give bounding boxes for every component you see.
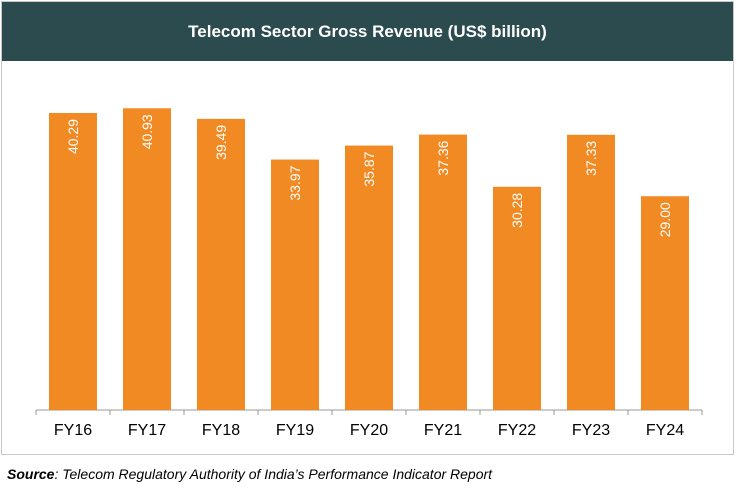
x-tick-label-fy24: FY24 (646, 422, 684, 439)
bar-fy19 (271, 159, 319, 410)
x-tick-label-fy19: FY19 (276, 422, 314, 439)
chart-title: Telecom Sector Gross Revenue (US$ billio… (2, 2, 733, 61)
bar-fy22 (493, 186, 541, 410)
data-label-fy17: 40.93 (139, 114, 155, 149)
x-tick-label-fy22: FY22 (498, 422, 536, 439)
x-tick-label-fy17: FY17 (128, 422, 166, 439)
x-tick-label-fy16: FY16 (54, 422, 92, 439)
data-label-fy16: 40.29 (65, 119, 81, 154)
chart-frame: Telecom Sector Gross Revenue (US$ billio… (1, 1, 734, 455)
x-tick-label-fy21: FY21 (424, 422, 462, 439)
bar-fy23 (567, 134, 615, 411)
source-label: Source (7, 466, 55, 482)
bar-fy17 (123, 108, 171, 410)
data-label-fy20: 35.87 (361, 151, 377, 186)
x-tick-label-fy18: FY18 (202, 422, 240, 439)
bar-fy16 (49, 112, 97, 410)
bar-fy24 (641, 196, 689, 410)
data-label-fy19: 33.97 (287, 165, 303, 200)
bar-chart: 40.29 FY16 40.93 FY17 39.49 FY18 33.97 FY19 35.8… (35, 108, 703, 439)
data-label-fy18: 39.49 (213, 125, 229, 160)
bar-fy18 (197, 118, 245, 411)
source-text: : Telecom Regulatory Authority of India’… (54, 466, 493, 482)
source-note: Source: Telecom Regulatory Authority of … (7, 466, 492, 482)
data-label-fy21: 37.36 (435, 140, 451, 175)
x-tick-label-fy23: FY23 (572, 422, 610, 439)
x-tick-label-fy20: FY20 (350, 422, 388, 439)
bar-fy20 (345, 145, 393, 411)
data-label-fy24: 29.00 (657, 202, 673, 237)
bar-fy21 (419, 134, 467, 410)
data-label-fy23: 37.33 (583, 141, 599, 176)
data-label-fy22: 30.28 (509, 193, 525, 228)
